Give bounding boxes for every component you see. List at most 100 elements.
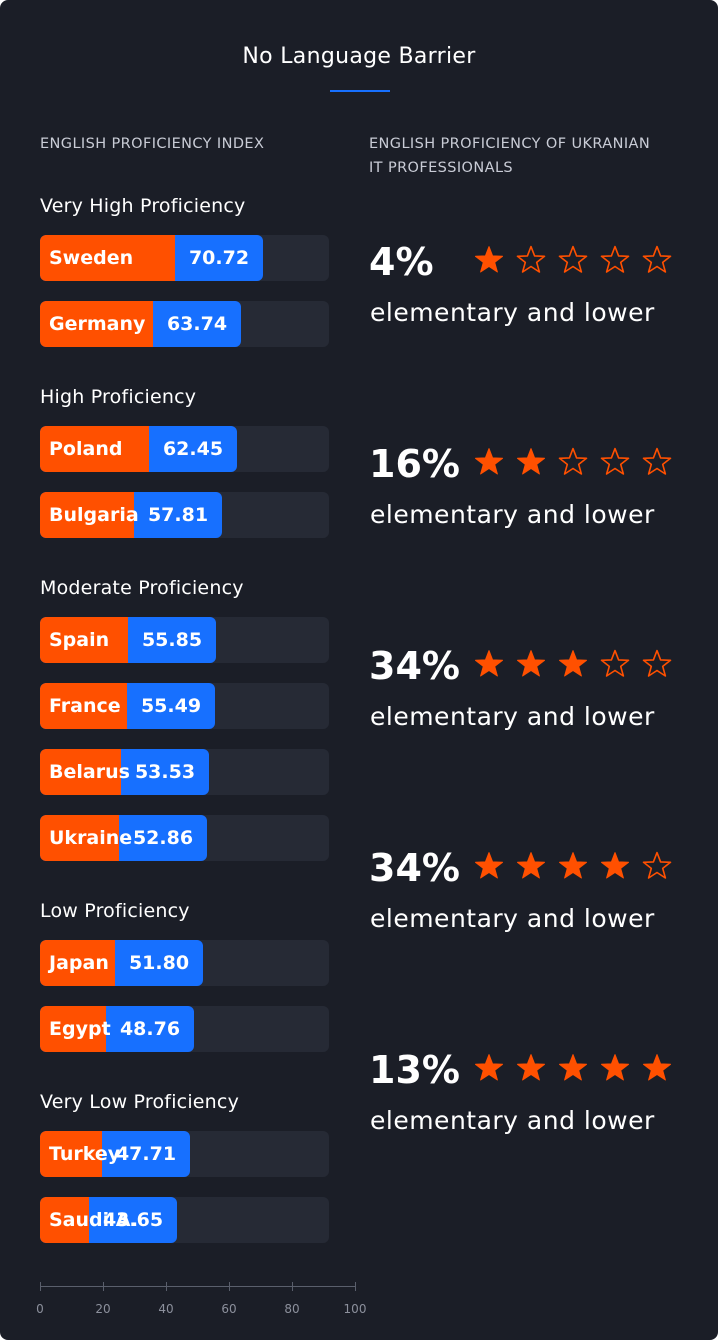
- group-label: Moderate Proficiency: [40, 577, 244, 599]
- star-filled-icon: [517, 852, 545, 879]
- star-outline-icon: [600, 649, 630, 677]
- bar-track: Poland 62.45: [40, 426, 329, 472]
- bar-country-segment: [40, 1197, 89, 1243]
- bar-country-segment: [40, 1131, 102, 1177]
- bar-track: Sweden 70.72: [40, 235, 329, 281]
- right-column-heading: ENGLISH PROFICIENCY OF UKRANIAN IT PROFE…: [369, 132, 650, 180]
- title-underline: [330, 90, 390, 92]
- star-filled-icon: [517, 448, 545, 475]
- rating-caption: elementary and lower: [370, 702, 655, 731]
- star-filled-icon: [475, 246, 503, 273]
- bar-track: Bulgaria 57.81: [40, 492, 329, 538]
- star-filled-icon: [559, 1054, 587, 1081]
- right-heading-line2: IT PROFESSIONALS: [369, 160, 514, 176]
- group-label: Very High Proficiency: [40, 195, 246, 217]
- star-filled-icon: [601, 1054, 629, 1081]
- bar-country-segment: [40, 617, 128, 663]
- bar-country-label: Sweden: [49, 247, 134, 269]
- x-axis-tick: [166, 1282, 167, 1291]
- bar-country-segment: [40, 426, 149, 472]
- bar-value-label: 53.53: [134, 761, 196, 783]
- star-outline-icon: [642, 851, 672, 879]
- bar-value-label: 47.71: [115, 1143, 177, 1165]
- left-column-heading: ENGLISH PROFICIENCY INDEX: [40, 132, 264, 156]
- bar-track: Egypt 48.76: [40, 1006, 329, 1052]
- star-rating: [474, 245, 674, 279]
- star-outline-icon: [600, 245, 630, 273]
- bar-country-label: France: [49, 695, 121, 717]
- x-axis-tick: [355, 1282, 356, 1291]
- rating-caption: elementary and lower: [370, 500, 655, 529]
- x-axis-tick: [229, 1282, 230, 1291]
- group-label: High Proficiency: [40, 386, 197, 408]
- bar-track: Belarus 53.53: [40, 749, 329, 795]
- bar-value-label: 48.76: [119, 1018, 181, 1040]
- bar-value-label: 52.86: [132, 827, 194, 849]
- bar-value-label: 55.49: [140, 695, 202, 717]
- bar-value-label: 62.45: [162, 438, 224, 460]
- bar-country-label: Poland: [49, 438, 123, 460]
- bar-country-segment: [40, 301, 153, 347]
- star-rating: [474, 649, 674, 683]
- x-axis-tick-label: 20: [95, 1302, 111, 1316]
- bar-country-label: Germany: [49, 313, 146, 335]
- star-outline-icon: [642, 649, 672, 677]
- bar-country-label: Spain: [49, 629, 110, 651]
- bar-track: Germany 63.74: [40, 301, 329, 347]
- star-outline-icon: [600, 447, 630, 475]
- rating-percent: 13%: [369, 1048, 460, 1092]
- x-axis-tick-label: 100: [343, 1302, 367, 1316]
- right-heading-line1: ENGLISH PROFICIENCY OF UKRANIAN: [369, 136, 651, 152]
- x-axis-tick-label: 80: [284, 1302, 300, 1316]
- bar-track: Turkey 47.71: [40, 1131, 329, 1177]
- page-title: No Language Barrier: [242, 44, 476, 69]
- star-filled-icon: [475, 448, 503, 475]
- rating-caption: elementary and lower: [370, 1106, 655, 1135]
- rating-caption: elementary and lower: [370, 904, 655, 933]
- bar-track: Ukraine 52.86: [40, 815, 329, 861]
- rating-percent: 34%: [369, 846, 460, 890]
- bar-value-label: 57.81: [147, 504, 209, 526]
- bar-country-label: Turkey: [49, 1143, 121, 1165]
- bar-country-segment: [40, 492, 134, 538]
- star-outline-icon: [642, 245, 672, 273]
- star-filled-icon: [475, 650, 503, 677]
- star-filled-icon: [559, 852, 587, 879]
- star-outline-icon: [558, 245, 588, 273]
- bar-country-label: Ukraine: [49, 827, 133, 849]
- star-filled-icon: [475, 1054, 503, 1081]
- bar-track: France 55.49: [40, 683, 329, 729]
- bar-value-label: 51.80: [128, 952, 190, 974]
- x-axis-tick: [103, 1282, 104, 1291]
- bar-country-label: Egypt: [49, 1018, 111, 1040]
- rating-percent: 34%: [369, 644, 460, 688]
- x-axis-line: [40, 1286, 355, 1287]
- rating-caption: elementary and lower: [370, 298, 655, 327]
- x-axis-tick-label: 0: [36, 1302, 44, 1316]
- bar-track: Japan 51.80: [40, 940, 329, 986]
- bar-country-segment: [40, 815, 119, 861]
- bar-country-label: Saudi A.: [49, 1209, 139, 1231]
- star-filled-icon: [475, 852, 503, 879]
- bar-country-segment: [40, 1006, 106, 1052]
- star-rating: [474, 851, 674, 885]
- bar-country-segment: [40, 683, 127, 729]
- star-rating: [474, 447, 674, 481]
- bar-country-label: Belarus: [49, 761, 130, 783]
- bar-country-label: Japan: [49, 952, 109, 974]
- group-label: Low Proficiency: [40, 900, 190, 922]
- bar-track: Spain 55.85: [40, 617, 329, 663]
- star-filled-icon: [643, 1054, 671, 1081]
- left-heading-text: ENGLISH PROFICIENCY INDEX: [40, 136, 265, 152]
- bar-value-label: 63.74: [166, 313, 228, 335]
- x-axis-tick-label: 60: [221, 1302, 237, 1316]
- group-label: Very Low Proficiency: [40, 1091, 240, 1113]
- star-outline-icon: [558, 447, 588, 475]
- rating-percent: 4%: [369, 240, 434, 284]
- star-filled-icon: [517, 1054, 545, 1081]
- star-outline-icon: [642, 447, 672, 475]
- bar-track: Saudi A. 43.65: [40, 1197, 329, 1243]
- bar-country-segment: [40, 749, 121, 795]
- bar-country-label: Bulgaria: [49, 504, 139, 526]
